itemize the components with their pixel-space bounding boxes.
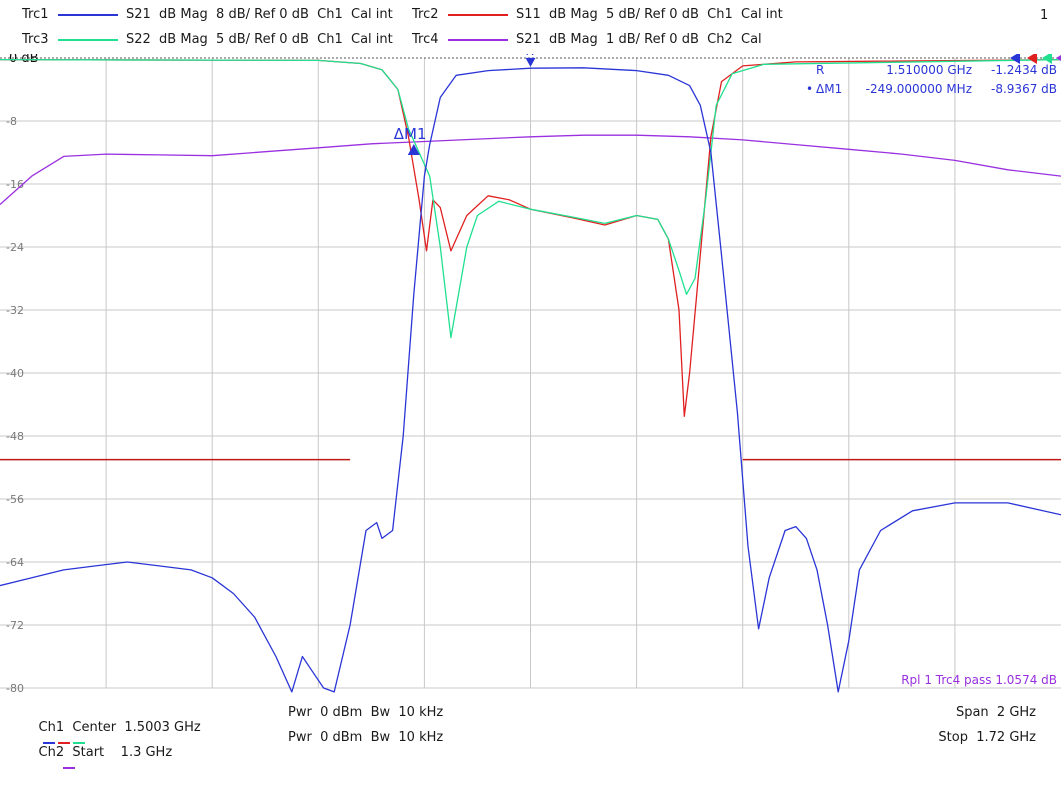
y-tick-label: -80: [6, 682, 24, 694]
trace-2-swatch: [448, 13, 508, 16]
y-tick-label: -48: [6, 430, 24, 443]
ch2-start[interactable]: Ch2 Start 1.3 GHz: [38, 745, 173, 760]
trace-4-label[interactable]: Trc4 S21 dB Mag 1 dB/ Ref 0 dB Ch2 Cal: [412, 32, 762, 47]
marker-readout-name: R: [816, 63, 824, 77]
ch2-stop[interactable]: Stop 1.72 GHz: [938, 730, 1036, 745]
trace-header: Trc1 S21 dB Mag 8 dB/ Ref 0 dB Ch1 Cal i…: [0, 0, 1061, 54]
trace-name: Trc1: [22, 7, 49, 22]
window-number: 1: [1040, 8, 1049, 23]
trace-ref-arrow-icon[interactable]: [1042, 54, 1052, 64]
ch1-span[interactable]: Span 2 GHz: [955, 705, 1036, 720]
trace-desc: S11 dB Mag 5 dB/ Ref 0 dB Ch1 Cal int: [516, 7, 783, 22]
marker-readout-stimulus: 1.510000 GHz: [886, 63, 972, 77]
ripple-result: Rpl 1 Trc4 pass 1.0574 dB: [901, 673, 1057, 687]
marker-readout-stimulus: -249.000000 MHz: [866, 82, 972, 96]
trace-name: Trc3: [22, 32, 49, 47]
ch1-power-bw[interactable]: Pwr 0 dBm Bw 10 kHz: [288, 705, 444, 720]
marker-readout-response: -1.2434 dB: [991, 63, 1057, 77]
trace-ref-arrow-icon[interactable]: [1027, 54, 1037, 64]
trace-3-label[interactable]: Trc3 S22 dB Mag 5 dB/ Ref 0 dB Ch1 Cal i…: [22, 32, 393, 47]
y-tick-label: -64: [6, 556, 24, 569]
marker-readout-response: -8.9367 dB: [991, 82, 1057, 96]
trace-desc: S21 dB Mag 1 dB/ Ref 0 dB Ch2 Cal: [516, 32, 762, 47]
channel-footer: Ch1 Center 1.5003 GHz Ch2 Start 1.3 GHz …: [0, 700, 1061, 769]
marker-readout-name: ΔM1: [816, 82, 842, 96]
trace-2-label[interactable]: Trc2 S11 dB Mag 5 dB/ Ref 0 dB Ch1 Cal i…: [412, 7, 783, 22]
trace-1-label[interactable]: Trc1 S21 dB Mag 8 dB/ Ref 0 dB Ch1 Cal i…: [22, 7, 393, 22]
trace-desc: S22 dB Mag 5 dB/ Ref 0 dB Ch1 Cal int: [126, 32, 393, 47]
y-tick-label: -40: [6, 367, 24, 380]
ch2-trace-swatches: [39, 760, 79, 775]
trace-desc: S21 dB Mag 8 dB/ Ref 0 dB Ch1 Cal int: [126, 7, 393, 22]
trace-trc3[interactable]: [0, 58, 1061, 339]
delta-marker-icon[interactable]: [407, 143, 420, 155]
ref-marker-label: R: [526, 54, 534, 58]
trace-trc4[interactable]: [0, 134, 1061, 205]
ref-marker-icon[interactable]: [525, 57, 536, 67]
y-tick-label: -32: [6, 304, 24, 317]
ch1-center[interactable]: Ch1 Center 1.5003 GHz: [38, 720, 201, 735]
ch2-power-bw[interactable]: Pwr 0 dBm Bw 10 kHz: [288, 730, 444, 745]
trace-ref-arrow-icon[interactable]: [1010, 54, 1020, 64]
y-tick-label: -72: [6, 619, 24, 632]
delta-marker-label: ΔM1: [394, 125, 427, 143]
y-tick-label: -16: [6, 178, 24, 191]
y-tick-label: -56: [6, 493, 24, 506]
y-tick-label: -8: [6, 115, 17, 128]
trace-trc1[interactable]: [0, 67, 1061, 693]
trace-4-swatch: [448, 38, 508, 41]
trace-name: Trc4: [412, 32, 439, 47]
trace-plot[interactable]: 0 dB-8-16-24-32-40-48-56-64-72-80RΔM1R1.…: [0, 54, 1061, 694]
ch1-trace-swatches: [39, 735, 88, 750]
trace-3-swatch: [58, 38, 118, 41]
trace-1-swatch: [58, 13, 118, 16]
marker-readout-prefix: •: [806, 82, 813, 96]
trace-ref-arrow-icon[interactable]: [1056, 54, 1061, 64]
y-tick-label: -24: [6, 241, 24, 254]
trace-name: Trc2: [412, 7, 439, 22]
